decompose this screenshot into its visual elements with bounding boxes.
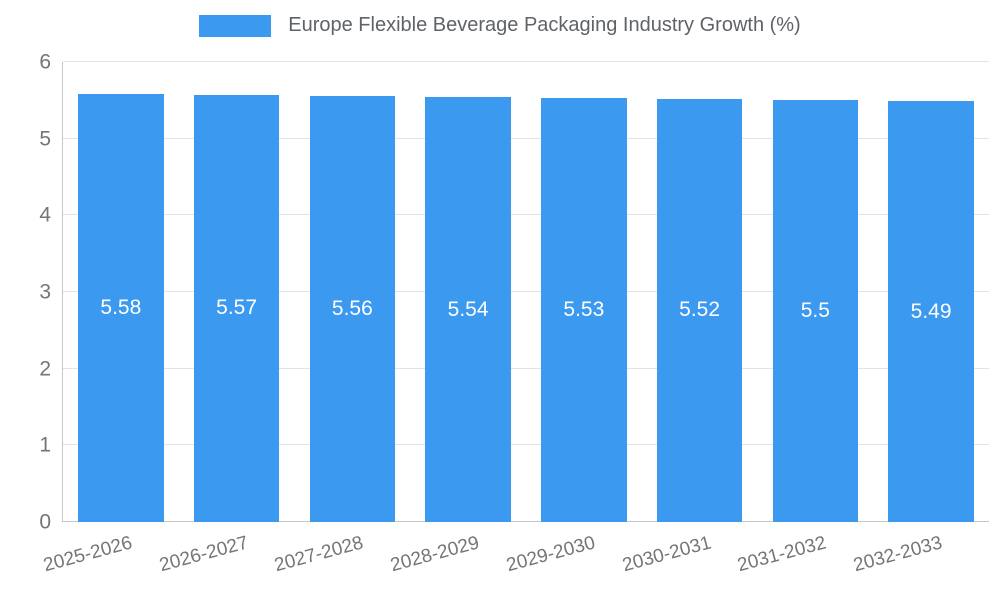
y-axis-tick-label: 0 xyxy=(39,510,51,534)
bar-value-label: 5.56 xyxy=(331,296,373,320)
plot-area: 5.58 2025-2026 5.57 2026-2027 5.56 2027-2028 5… xyxy=(39,52,989,576)
gridline xyxy=(63,137,989,139)
bar-value-label: 5.49 xyxy=(910,299,952,323)
bar-column: 5.58 2025-2026 xyxy=(41,62,179,576)
y-axis-tick-label: 4 xyxy=(39,203,51,227)
x-axis-tick-label: 2031-2032 xyxy=(735,532,829,577)
y-axis-tick-label: 2 xyxy=(39,357,51,381)
y-axis-tick-label: 6 xyxy=(39,50,51,74)
chart-title: Europe Flexible Beverage Packaging Indus… xyxy=(288,14,801,36)
gridline xyxy=(63,444,989,446)
y-axis-tick-label: 1 xyxy=(39,433,51,457)
x-axis-tick-label: 2030-2031 xyxy=(619,532,714,577)
bar-column: 5.57 2026-2027 xyxy=(157,62,295,576)
bar-column: 5.5 2031-2032 xyxy=(736,62,874,576)
x-axis-tick-label: 2029-2030 xyxy=(504,532,598,577)
bar-column: 5.54 2028-2029 xyxy=(388,62,526,576)
bar-value-label: 5.57 xyxy=(216,296,258,320)
bar-value-label: 5.52 xyxy=(679,298,721,322)
bar-value-label: 5.53 xyxy=(563,298,605,322)
y-axis-tick-label: 5 xyxy=(39,127,51,151)
x-axis-tick-label: 2027-2028 xyxy=(272,532,366,577)
gridline xyxy=(63,291,989,292)
x-axis-tick-label: 2028-2029 xyxy=(388,532,482,577)
x-axis-tick-label: 2025-2026 xyxy=(41,532,135,577)
bars-group: 5.58 2025-2026 5.57 2026-2027 5.56 2027-2028 5… xyxy=(41,62,989,576)
bar-column: 5.53 2029-2030 xyxy=(504,62,642,576)
gridline xyxy=(63,214,989,216)
bar: 5.56 xyxy=(309,95,396,522)
bar-value-label: 5.58 xyxy=(100,296,142,320)
x-axis-tick-label: 2026-2027 xyxy=(156,532,251,577)
gridline xyxy=(63,521,989,522)
bar: 5.53 xyxy=(541,98,627,522)
legend-swatch-icon xyxy=(199,14,272,37)
bar-column: 5.56 2027-2028 xyxy=(273,62,411,576)
bar-column: 5.52 2030-2031 xyxy=(620,62,758,576)
bar: 5.52 xyxy=(656,98,743,522)
gridline xyxy=(63,367,989,369)
bar-value-label: 5.5 xyxy=(800,299,830,323)
chart-legend: Europe Flexible Beverage Packaging Indus… xyxy=(0,14,1000,37)
bar: 5.58 xyxy=(78,94,164,522)
bar: 5.54 xyxy=(425,97,511,522)
bar: 5.5 xyxy=(772,100,859,522)
y-axis-tick-label: 3 xyxy=(39,280,51,304)
bar: 5.57 xyxy=(193,94,280,522)
bar-value-label: 5.54 xyxy=(447,297,489,321)
gridline xyxy=(63,61,989,62)
bar: 5.49 xyxy=(888,101,974,522)
bar-column: 5.49 2032-2033 xyxy=(851,62,989,576)
x-axis-tick-label: 2032-2033 xyxy=(851,532,945,577)
